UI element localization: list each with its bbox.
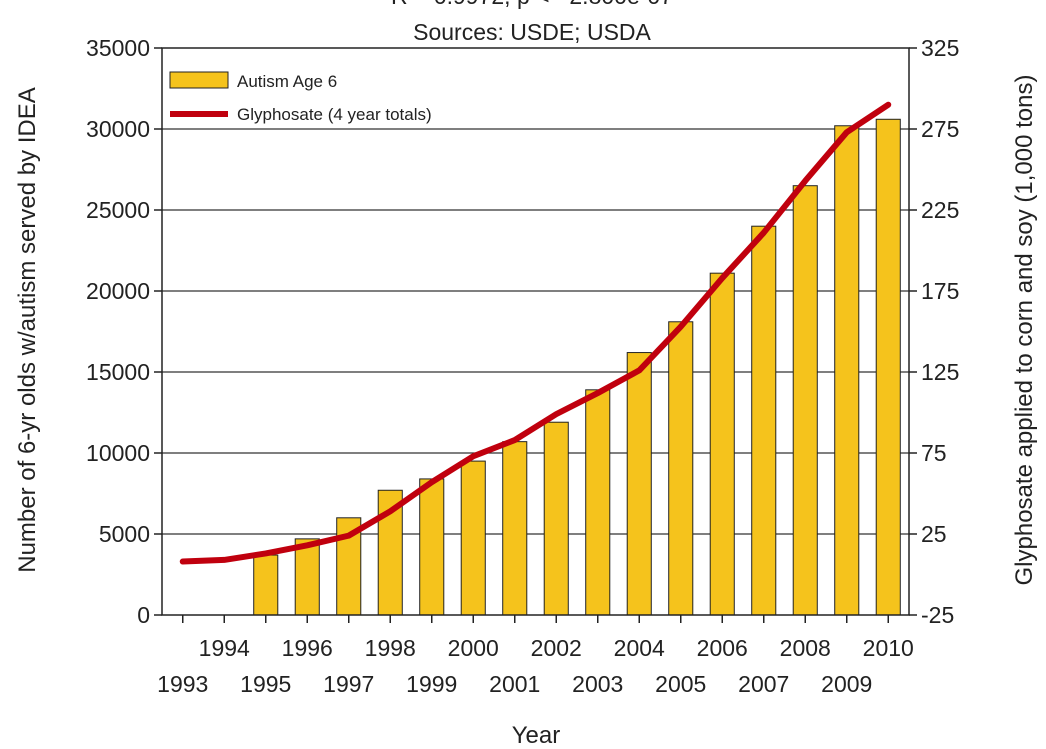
left-tick-label: 10000 — [86, 440, 150, 466]
bar-2006 — [710, 273, 734, 615]
right-tick-label: 25 — [921, 521, 947, 547]
x-tick-label-lower: 2001 — [489, 671, 540, 697]
left-tick-label: 5000 — [99, 521, 150, 547]
right-tick-label: -25 — [921, 602, 954, 628]
left-tick-label: 30000 — [86, 116, 150, 142]
y-axis-right-title: Glyphosate applied to corn and soy (1,00… — [1011, 75, 1038, 586]
x-tick-label-upper: 2004 — [614, 635, 665, 661]
bar-2008 — [793, 186, 817, 615]
left-tick-label: 25000 — [86, 197, 150, 223]
left-axis: 0 5000 10000 15000 20000 25000 30000 35000 — [86, 35, 162, 628]
right-tick-label: 175 — [921, 278, 959, 304]
right-tick-label: 125 — [921, 359, 959, 385]
x-tick-label-upper: 1996 — [282, 635, 333, 661]
bar-2009 — [835, 126, 859, 615]
bar-2001 — [503, 442, 527, 615]
right-tick-label: 275 — [921, 116, 959, 142]
bar-1996 — [295, 539, 319, 615]
y-axis-left-title: Number of 6-yr olds w/autism served by I… — [14, 87, 41, 573]
bar-1999 — [420, 479, 444, 615]
x-tick-label-upper: 2000 — [448, 635, 499, 661]
x-tick-label-lower: 1995 — [240, 671, 291, 697]
x-tick-label-lower: 1993 — [157, 671, 208, 697]
left-tick-label: 0 — [137, 602, 150, 628]
left-tick-label: 20000 — [86, 278, 150, 304]
x-tick-label-lower: 2007 — [738, 671, 789, 697]
legend-label-glyphosate: Glyphosate (4 year totals) — [237, 105, 432, 124]
stat-line: R = 0.9972, p <= 2.800e-07 — [391, 0, 673, 9]
x-tick-label-lower: 2003 — [572, 671, 623, 697]
bar-2010 — [876, 119, 900, 615]
x-tick-label-lower: 2009 — [821, 671, 872, 697]
bar-2002 — [544, 422, 568, 615]
x-tick-label-upper: 1994 — [199, 635, 250, 661]
bar-2007 — [752, 226, 776, 615]
bar-2000 — [461, 461, 485, 615]
bar-2005 — [669, 322, 693, 615]
right-tick-label: 75 — [921, 440, 947, 466]
right-tick-label: 325 — [921, 35, 959, 61]
x-tick-label-lower: 2005 — [655, 671, 706, 697]
x-tick-label-upper: 2008 — [780, 635, 831, 661]
x-tick-label-upper: 2002 — [531, 635, 582, 661]
bar-2003 — [586, 390, 610, 615]
bar-1995 — [254, 555, 278, 615]
bar-2004 — [627, 353, 651, 615]
x-tick-label-lower: 1997 — [323, 671, 374, 697]
sources-line: Sources: USDE; USDA — [413, 19, 651, 45]
right-axis: -25 25 75 125 175 225 275 325 — [909, 35, 959, 628]
left-tick-label: 35000 — [86, 35, 150, 61]
legend-swatch-autism — [170, 72, 228, 88]
right-tick-label: 225 — [921, 197, 959, 223]
legend-label-autism: Autism Age 6 — [237, 72, 337, 91]
x-tick-label-upper: 1998 — [365, 635, 416, 661]
x-axis: 1994 1996 1998 2000 2002 2004 2006 2008 2010 1993… — [157, 615, 914, 697]
x-axis-title: Year — [512, 722, 561, 749]
x-tick-label-upper: 2010 — [863, 635, 914, 661]
x-tick-label-upper: 2006 — [697, 635, 748, 661]
x-tick-label-lower: 1999 — [406, 671, 457, 697]
left-tick-label: 15000 — [86, 359, 150, 385]
